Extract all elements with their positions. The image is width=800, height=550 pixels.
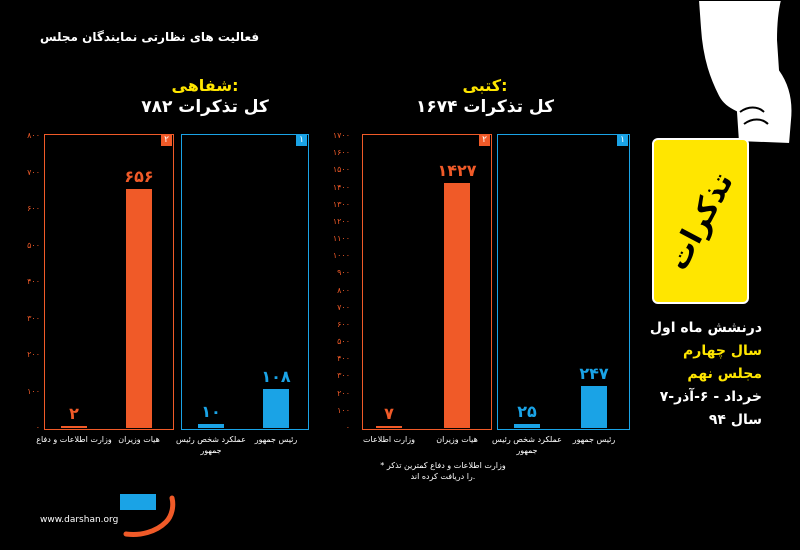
bar — [514, 423, 540, 428]
y-tick-label: ۱۱۰۰ — [332, 234, 350, 244]
bar-value-label: ۲۵ — [517, 401, 537, 421]
category-label: هیات وزیران — [436, 435, 478, 444]
y-tick-label: ۰ — [35, 423, 40, 432]
y-tick-label: ۵۰۰ — [27, 240, 40, 250]
written-chart-title: کتبی: — [462, 76, 508, 95]
footnote: * وزارت اطلاعات و دفاع کمترین تذکر را در… — [380, 461, 506, 481]
card-label: تذکرات — [660, 166, 741, 276]
y-tick-label: ۲۰۰ — [337, 388, 350, 398]
y-tick-label: ۷۰۰ — [337, 302, 350, 312]
y-tick-label: ۸۰۰ — [337, 285, 350, 295]
y-tick-label: ۵۰۰ — [337, 337, 350, 347]
page-title: فعالیت های نظارتی نمایندگان مجلس — [40, 30, 260, 44]
category-label: عملکرد شخص رئیس جمهور — [492, 435, 562, 455]
group-badge: ۲ — [479, 135, 490, 146]
y-tick-label: ۳۰۰ — [337, 371, 350, 381]
bar — [581, 385, 607, 428]
site-url: www.darshan.org — [40, 515, 119, 525]
info-line-1: درنشش ماه اول — [649, 320, 762, 336]
y-tick-label: ۱۳۰۰ — [332, 199, 350, 209]
y-tick-label: ۱۷۰۰ — [332, 131, 350, 140]
reminder-card — [652, 138, 749, 304]
y-tick-label: ۶۰۰ — [337, 319, 350, 329]
bar — [198, 424, 224, 428]
bar-value-label: ۷ — [384, 404, 394, 423]
bar-value-label: ۲ — [69, 404, 79, 423]
bar — [126, 188, 152, 428]
group-badge: ۱ — [617, 135, 628, 146]
bar — [263, 388, 289, 428]
bar — [444, 182, 470, 428]
y-tick-label: ۱۰۰۰ — [332, 251, 350, 261]
group-badge: ۲ — [161, 135, 172, 146]
y-tick-label: ۴۰۰ — [27, 277, 40, 286]
group-frame — [362, 134, 492, 430]
bar-value-label: ۶۵۶ — [124, 166, 154, 186]
bar-value-label: ۱۴۲۷ — [437, 160, 477, 180]
darshan-logo — [120, 494, 156, 510]
group-frame — [44, 134, 174, 430]
bar — [61, 426, 87, 428]
info-line-2: سال چهارم — [683, 343, 762, 359]
group-badge: ۱ — [296, 135, 307, 146]
y-tick-label: ۱۴۰۰ — [332, 182, 350, 192]
info-line-3: مجلس نهم — [687, 366, 762, 382]
info-line-5: سال ۹۴ — [708, 412, 762, 428]
category-label: رئیس جمهور — [572, 435, 616, 444]
y-tick-label: ۶۰۰ — [27, 204, 40, 213]
bar — [376, 426, 402, 428]
y-tick-label: ۸۰۰ — [27, 131, 40, 140]
hand-illustration — [696, 0, 794, 146]
y-tick-label: ۱۲۰۰ — [332, 216, 350, 226]
bar-value-label: ۱۰ — [201, 402, 221, 422]
y-tick-label: ۱۶۰۰ — [332, 148, 350, 158]
y-tick-label: ۱۰۰ — [27, 386, 40, 396]
bar-value-label: ۱۰۸ — [261, 366, 291, 386]
category-label: رئیس جمهور — [254, 435, 298, 444]
group-frame — [181, 134, 309, 430]
y-tick-label: ۷۰۰ — [27, 167, 40, 177]
logo-mark-icon — [123, 495, 176, 537]
y-tick-label: ۲۰۰ — [27, 350, 40, 359]
oral-chart-title: شفاهی: — [171, 76, 239, 95]
y-tick-label: ۱۰۰ — [337, 405, 350, 415]
bar-value-label: ۲۴۷ — [579, 363, 609, 383]
y-tick-label: ۹۰۰ — [337, 268, 350, 278]
oral-chart-subtitle: کل تذکرات ۷۸۲ — [141, 97, 269, 117]
group-frame — [497, 134, 630, 430]
info-line-4: ۷-خرداد - ۶-آذر — [659, 389, 762, 405]
y-tick-label: ۰ — [345, 423, 350, 432]
category-label: وزارت اطلاعات — [363, 435, 415, 444]
y-tick-label: ۴۰۰ — [337, 354, 350, 364]
category-label: عملکرد شخص رئیس جمهور — [176, 435, 246, 455]
written-chart-subtitle: کل تذکرات ۱۶۷۴ — [416, 97, 554, 117]
y-tick-label: ۱۵۰۰ — [332, 165, 350, 175]
category-label: هیات وزیران — [118, 435, 160, 444]
category-label: وزارت اطلاعات و دفاع — [36, 435, 112, 444]
y-tick-label: ۳۰۰ — [27, 313, 40, 323]
